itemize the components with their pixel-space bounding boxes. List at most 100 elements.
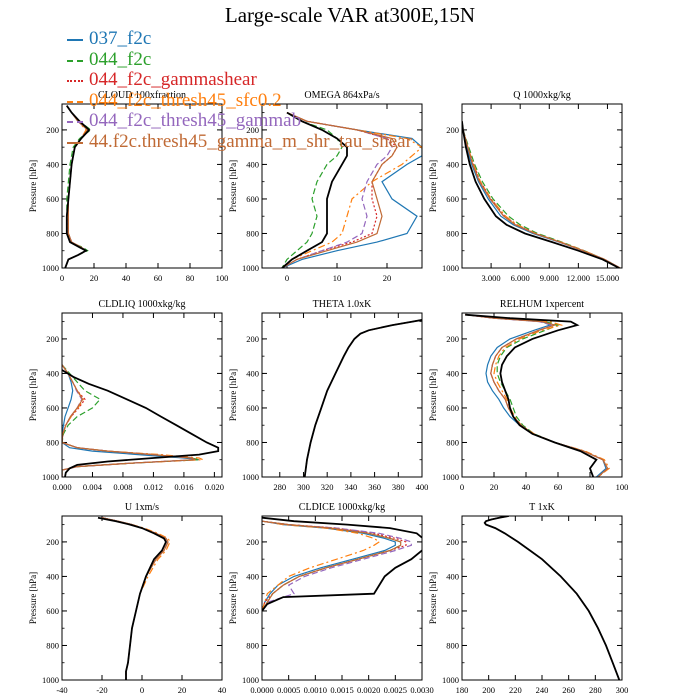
panel-7-series-2-line — [101, 517, 169, 680]
panel-1-xtick-label: 0 — [60, 273, 64, 283]
panel-9-series-5-line — [483, 516, 620, 680]
panel-3-xtick-label: 15.000 — [596, 273, 619, 283]
legend-swatch-1 — [67, 39, 83, 41]
legend-swatch-5 — [67, 121, 83, 123]
panel-7-xtick-label: -40 — [56, 685, 67, 695]
panel-7-xtick-label: 20 — [178, 685, 187, 695]
panel-8-series-5-line — [262, 520, 412, 612]
panel-6-ytick-label: 800 — [446, 437, 459, 447]
panel-5-series-5-line — [304, 319, 422, 477]
panel-9-series-1-line — [483, 516, 620, 680]
panel-4-ytick-label: 600 — [46, 403, 59, 413]
panel-1-series-5-line — [64, 105, 89, 268]
panel-4-series-5-line — [62, 364, 196, 477]
panel-9-xtick-label: 240 — [536, 685, 549, 695]
panel-3-frame — [461, 103, 623, 269]
panel-1-series-7-line — [64, 105, 91, 268]
panel-8-ytick-label: 1000 — [242, 675, 259, 685]
panel-3-xtick-label: 12.000 — [567, 273, 590, 283]
panel-8-xtick-label: 0.0030 — [410, 685, 433, 695]
panel-2-ytick-label: 600 — [246, 194, 259, 204]
panel-6-xtick-label: 60 — [554, 482, 563, 492]
panel-7-xtick-label: 0 — [140, 685, 144, 695]
panel-7-ytick-label: 200 — [46, 537, 59, 547]
panel-8-ytick-label: 800 — [246, 640, 259, 650]
panel-5-ytick-label: 400 — [246, 368, 259, 378]
panel-3-title: Q 1000xkg/kg — [513, 90, 571, 101]
panel-8-xtick-label: 0.0015 — [330, 685, 353, 695]
legend-label-2: 044_f2c — [89, 48, 152, 70]
panel-3-ytick-label: 400 — [446, 159, 459, 169]
panel-3-ytick-label: 800 — [446, 228, 459, 238]
panel-1-xtick-label: 20 — [90, 273, 99, 283]
panel-9-xtick-label: 280 — [589, 685, 602, 695]
panel-9-series-4-line — [483, 516, 620, 680]
legend-label-1: 037_f2c — [89, 28, 152, 49]
panel-3-series-1-line — [462, 121, 621, 268]
panel-9-ytick-label: 600 — [446, 606, 459, 616]
panel-2-xtick-label: 20 — [383, 273, 392, 283]
panel-9-series-6-line — [483, 516, 620, 680]
panel-5-ytick-label: 1000 — [242, 472, 259, 482]
panel-7-ylabel: Pressure [hPa] — [28, 572, 38, 624]
panel-3-ytick-label: 1000 — [442, 263, 459, 273]
panel-5-series-2-line — [304, 319, 422, 477]
panel-7-ytick-label: 400 — [46, 571, 59, 581]
panel-7-xtick-label: 40 — [218, 685, 227, 695]
panel-8-ytick-label: 400 — [246, 571, 259, 581]
panel-3-series-6-line — [462, 121, 621, 268]
panel-7-series-5-line — [101, 517, 169, 680]
panel-1-series-6-line — [64, 105, 89, 268]
panel-9-series-2-line — [483, 516, 620, 680]
legend-label-5: 044_f2c_thresh45_gammab — [89, 110, 302, 131]
panel-7-ytick-label: 600 — [46, 606, 59, 616]
panel-7-ytick-label: 1000 — [42, 675, 59, 685]
panel-1-xtick-label: 80 — [186, 273, 195, 283]
panel-5-xtick-label: 280 — [273, 482, 286, 492]
panel-4-series-6-line — [62, 364, 196, 477]
panel-6-xtick-label: 80 — [586, 482, 595, 492]
panel-5-ylabel: Pressure [hPa] — [228, 369, 238, 421]
panel-9-xtick-label: 220 — [509, 685, 522, 695]
panel-2-ytick-label: 200 — [246, 125, 259, 135]
panel-2-frame — [261, 103, 423, 269]
panel-2-title: OMEGA 864xPa/s — [304, 90, 379, 101]
panel-5-series-6-line — [304, 319, 422, 477]
panel-3-ylabel: Pressure [hPa] — [428, 160, 438, 212]
panel-6-series-6-line — [465, 314, 609, 477]
panel-8-ytick-label: 200 — [246, 537, 259, 547]
panel-8-xtick-label: 0.0010 — [304, 685, 327, 695]
panel-8-xtick-label: 0.0005 — [277, 685, 300, 695]
panel-9-xtick-label: 300 — [616, 685, 629, 695]
panel-6-xtick-label: 100 — [616, 482, 629, 492]
panel-9-ylabel: Pressure [hPa] — [428, 572, 438, 624]
panel-4-xtick-label: 0.008 — [113, 482, 132, 492]
panel-4-xtick-label: 0.004 — [83, 482, 103, 492]
panel-5-ytick-label: 200 — [246, 334, 259, 344]
panel-1-series-1-line — [64, 105, 89, 268]
panel-6-xtick-label: 40 — [522, 482, 531, 492]
panel-1-xtick-label: 60 — [154, 273, 163, 283]
panel-7-ytick-label: 800 — [46, 640, 59, 650]
panel-3-xtick-label: 3.000 — [482, 273, 501, 283]
panel-7-frame — [61, 515, 223, 681]
panel-2-ytick-label: 800 — [246, 228, 259, 238]
panel-7-series-3-line — [101, 517, 169, 680]
panel-9-frame — [461, 515, 623, 681]
panel-2-xtick-label: 0 — [285, 273, 289, 283]
legend-swatch-4 — [67, 100, 83, 103]
panel-9-xtick-label: 260 — [562, 685, 575, 695]
panel-8-series-6-line — [262, 520, 402, 612]
panel-6-series-7-line — [465, 313, 598, 477]
panel-5-ytick-label: 800 — [246, 437, 259, 447]
panel-3-ytick-label: 200 — [446, 125, 459, 135]
panel-4-ytick-label: 400 — [46, 368, 59, 378]
panel-4-xtick-label: 0.000 — [52, 482, 71, 492]
panel-9-ytick-label: 1000 — [442, 675, 459, 685]
panel-6-xtick-label: 20 — [490, 482, 499, 492]
legend-label-4: 044_f2c_thresh45_sfc0.2 — [89, 89, 282, 111]
panel-2-series-6-line — [281, 112, 398, 268]
panel-5-frame — [261, 312, 423, 478]
panel-5-xtick-label: 300 — [297, 482, 310, 492]
